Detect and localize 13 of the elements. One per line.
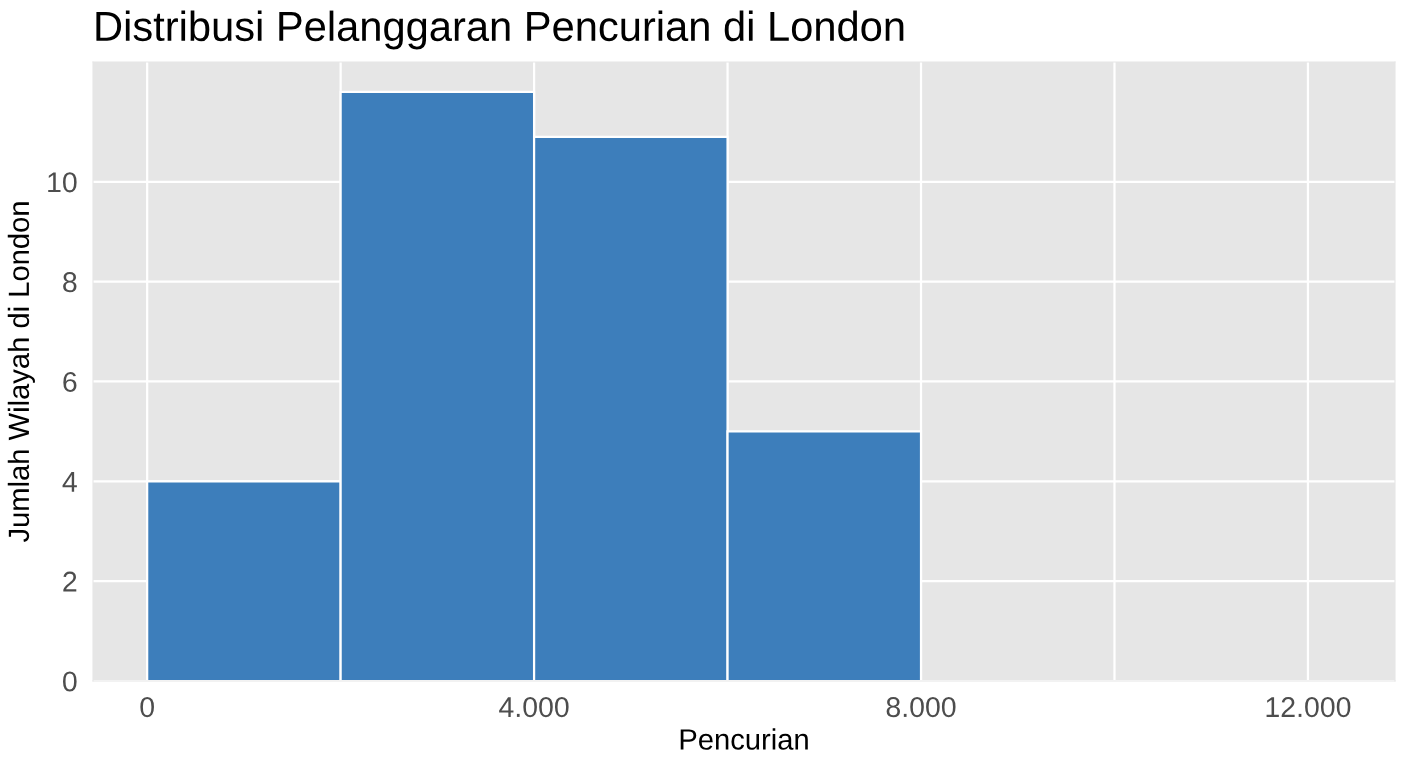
y-tick-label: 0 [63, 671, 77, 692]
x-tick-label: 12.000 [1266, 697, 1351, 718]
x-tick-label: 8.000 [886, 697, 956, 718]
y-tick-label: 8 [63, 272, 77, 293]
y-axis-title: Jumlah Wilayah di London [7, 202, 35, 543]
y-tick-label: 6 [63, 371, 77, 393]
x-tick-label: 0 [140, 697, 154, 718]
y-tick-label: 2 [63, 571, 77, 592]
x-axis-title: Pencurian [680, 728, 808, 750]
chart-title: Distribusi Pelanggaran Pencurian di London [96, 10, 904, 50]
x-tick-label: 4.000 [499, 697, 569, 718]
y-tick-label: 4 [62, 472, 77, 492]
y-tick-label: 10 [48, 172, 77, 193]
